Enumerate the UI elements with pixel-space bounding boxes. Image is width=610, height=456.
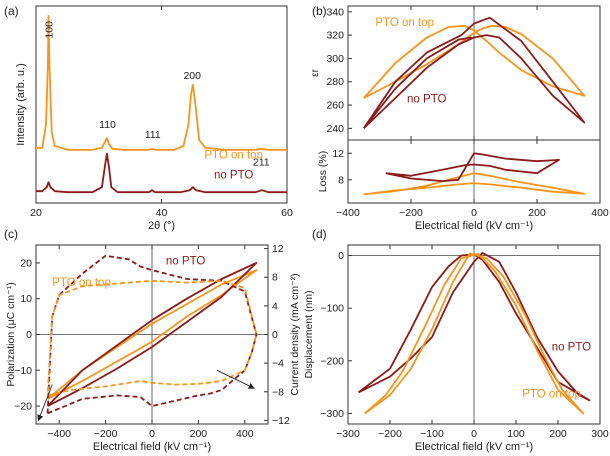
series-line-no_pto [385, 152, 560, 183]
series-line-no_pto-polarization [46, 261, 258, 407]
x-tick-label: −400 [336, 207, 360, 219]
x-axis-label: Electrical field (kV cm⁻¹) [93, 441, 211, 453]
x-tick-label: 60 [281, 207, 293, 219]
y-tick-label: −20 [14, 401, 32, 413]
x-tick-label: −100 [420, 428, 444, 440]
series-annotation: PTO on top [204, 150, 263, 162]
peak-label: 111 [145, 129, 161, 141]
x-tick-label: 20 [30, 207, 42, 219]
peak-label: 200 [183, 70, 201, 82]
y-tick-label: 12 [332, 148, 344, 160]
y-tick-label: 340 [326, 6, 344, 18]
x-axis-label: Electrical field (kV cm⁻¹) [415, 441, 533, 453]
y-tick-label: 8 [338, 174, 344, 186]
y-tick-label: 260 [326, 100, 344, 112]
x-tick-label: 400 [236, 428, 254, 440]
series-annotation: no PTO [407, 94, 446, 106]
x-tick-label: 0 [471, 207, 477, 219]
y-axis-label: Intensity (arb. u.) [15, 63, 27, 146]
y-tick-right-label: 8 [272, 272, 278, 284]
y-tick-label: −10 [14, 365, 32, 377]
y-tick-label: −200 [320, 355, 344, 367]
y-tick-label: 20 [20, 257, 32, 269]
axis-arrow [216, 369, 255, 389]
y-tick-label: 280 [326, 76, 344, 88]
y-axis-label: Loss (%) [317, 151, 329, 192]
peak-label: 100 [44, 21, 56, 39]
y-tick-label: −100 [320, 303, 344, 315]
y-axis-label: Displacement (nm) [303, 290, 315, 378]
y-tick-label: 10 [20, 293, 32, 305]
series-line-no_pto [363, 16, 586, 129]
y-axis-label-right: Current density (mA cm⁻²) [289, 273, 301, 395]
series-line-pto-current [46, 279, 258, 397]
x-tick-label: 0 [471, 428, 477, 440]
x-tick-label: 300 [591, 428, 609, 440]
x-tick-label: −300 [336, 428, 360, 440]
y-tick-right-label: −8 [272, 386, 284, 398]
x-tick-label: −400 [47, 428, 71, 440]
series-line-no_pto [363, 36, 472, 129]
series-line-pto [364, 252, 585, 415]
series-annotation: PTO on top [52, 277, 111, 289]
axis-arrow [37, 384, 53, 422]
series-annotation: PTO on top [375, 17, 434, 29]
x-tick-label: 100 [507, 428, 525, 440]
panel-label: (c) [4, 227, 18, 241]
panel-label: (d) [312, 227, 327, 241]
x-axis-label: 2θ (°) [148, 220, 175, 232]
series-line-no_pto [36, 152, 287, 194]
y-tick-label: 240 [326, 123, 344, 135]
x-tick-label: 200 [528, 207, 546, 219]
y-tick-label: 0 [26, 329, 32, 341]
panel-label: (a) [4, 4, 19, 18]
y-tick-right-label: −4 [272, 358, 284, 370]
x-tick-label: 40 [156, 207, 168, 219]
x-tick-label: −200 [94, 428, 118, 440]
series-annotation: no PTO [166, 256, 205, 268]
series-line-pto [36, 14, 287, 151]
x-tick-label: 400 [591, 207, 609, 219]
y-tick-right-label: 0 [272, 329, 278, 341]
x-tick-label: 200 [549, 428, 567, 440]
peak-label: 211 [253, 157, 270, 169]
y-tick-label: 0 [338, 250, 344, 262]
panel-c: −400 −200 0 200 400 −20 −10 0 10 20 −12 −8 −4 0 4 8 12 no… [4, 227, 301, 453]
peak-label: 110 [99, 119, 116, 131]
x-tick-label: −200 [378, 428, 402, 440]
series-line-pto-polarization [47, 269, 258, 400]
panel-b: 240 260 280 300 320 340 PTO on top no PTO εr −400… [310, 4, 609, 232]
series-line-no_pto [357, 251, 591, 402]
x-tick-label: 0 [149, 428, 155, 440]
panel-label: (b) [312, 4, 327, 18]
panel-d: −300 −200 −100 0 100 200 300 −300 −200 −100 0 no PT… [303, 227, 609, 453]
y-tick-right-label: 4 [272, 300, 278, 312]
y-tick-label: −300 [320, 408, 344, 420]
series-annotation: PTO on top [522, 389, 581, 401]
x-axis-label: Electrical field (kV cm⁻¹) [415, 220, 533, 232]
series-line-pto [363, 24, 586, 99]
y-tick-label: 300 [326, 53, 344, 65]
y-tick-right-label: 12 [272, 243, 284, 255]
series-annotation: no PTO [552, 341, 591, 353]
y-tick-label: 320 [326, 30, 344, 42]
y-tick-right-label: −12 [272, 415, 290, 427]
series-annotation: no PTO [214, 169, 253, 181]
x-tick-label: 200 [190, 428, 208, 440]
x-tick-label: −200 [399, 207, 423, 219]
subplot-permittivity: 240 260 280 300 320 340 PTO on top no PTO εr [310, 5, 601, 141]
series-line-no_pto-current [46, 254, 258, 415]
y-axis-label: εr [310, 68, 321, 76]
y-axis-label: Polarization (μC cm⁻¹) [5, 282, 17, 386]
